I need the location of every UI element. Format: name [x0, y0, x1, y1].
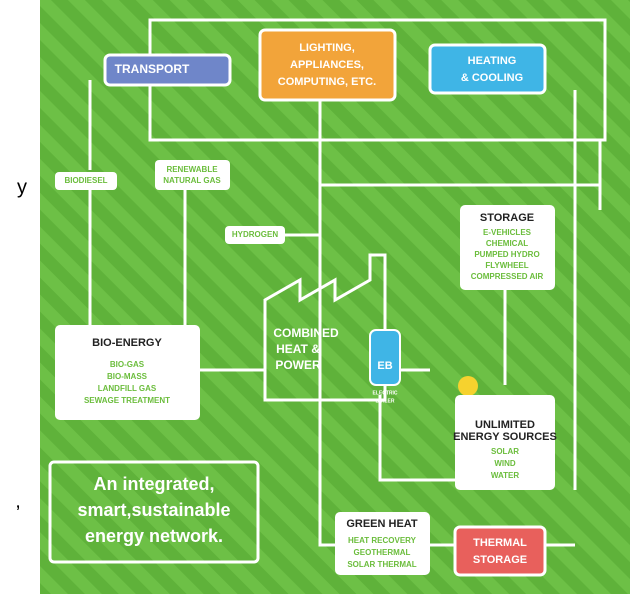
node-title: TRANSPORT	[115, 62, 190, 76]
node-title: BIODIESEL	[64, 176, 107, 185]
node-item: ENERGY SOURCES	[453, 431, 557, 443]
node-item: E-VEHICLES	[483, 228, 532, 237]
node-title: GREEN HEAT	[346, 518, 418, 530]
node-item: BIO-MASS	[107, 372, 148, 381]
fragment: y	[17, 176, 27, 198]
node-item: BOILER	[376, 398, 395, 404]
node-title: HYDROGEN	[232, 230, 278, 239]
node-title: THERMAL	[473, 537, 527, 549]
node-item: BIO-GAS	[110, 360, 145, 369]
node-item: SEWAGE TREATMENT	[84, 396, 170, 405]
node-item: SOLAR	[491, 447, 519, 456]
tagline: smart,sustainable	[77, 500, 230, 520]
node-item: & COOLING	[461, 72, 523, 84]
node-item: APPLIANCES,	[290, 59, 364, 71]
node-item: FLYWHEEL	[485, 261, 528, 270]
node-item: HEAT &	[276, 342, 320, 356]
node-title: RENEWABLE	[166, 165, 218, 174]
node-item: COMPUTING, ETC.	[278, 76, 376, 88]
node-item: COMPRESSED AIR	[471, 272, 544, 281]
sun-icon	[458, 376, 478, 396]
tagline: energy network.	[85, 526, 223, 546]
node-item: PUMPED HYDRO	[474, 250, 539, 259]
node-item: WIND	[494, 459, 516, 468]
node-item: GEOTHERMAL	[354, 548, 411, 557]
fragment: ,	[15, 490, 21, 512]
node-title: STORAGE	[480, 212, 534, 224]
tagline: An integrated,	[93, 474, 214, 494]
node-item: STORAGE	[473, 554, 527, 566]
heating-box	[430, 45, 545, 93]
thermal-box	[455, 527, 545, 575]
node-title: EB	[377, 360, 392, 372]
diagram: y , TRANSPORT LIGHTING, APPLIANCES, COMP…	[0, 0, 630, 594]
node-title: UNLIMITED	[475, 419, 535, 431]
boiler	[370, 330, 400, 385]
node-item: WATER	[491, 471, 520, 480]
node-item: ELECTRIC	[373, 390, 398, 396]
node-item: LANDFILL GAS	[98, 384, 157, 393]
node-item: POWER	[275, 358, 321, 372]
node-title: COMBINED	[273, 326, 339, 340]
node-item: SOLAR THERMAL	[347, 560, 416, 569]
node-title: BIO-ENERGY	[92, 337, 162, 349]
node-item: CHEMICAL	[486, 239, 528, 248]
node-item: NATURAL GAS	[163, 176, 221, 185]
node-item: HEAT RECOVERY	[348, 536, 417, 545]
node-title: HEATING	[468, 55, 517, 67]
node-title: LIGHTING,	[299, 42, 355, 54]
